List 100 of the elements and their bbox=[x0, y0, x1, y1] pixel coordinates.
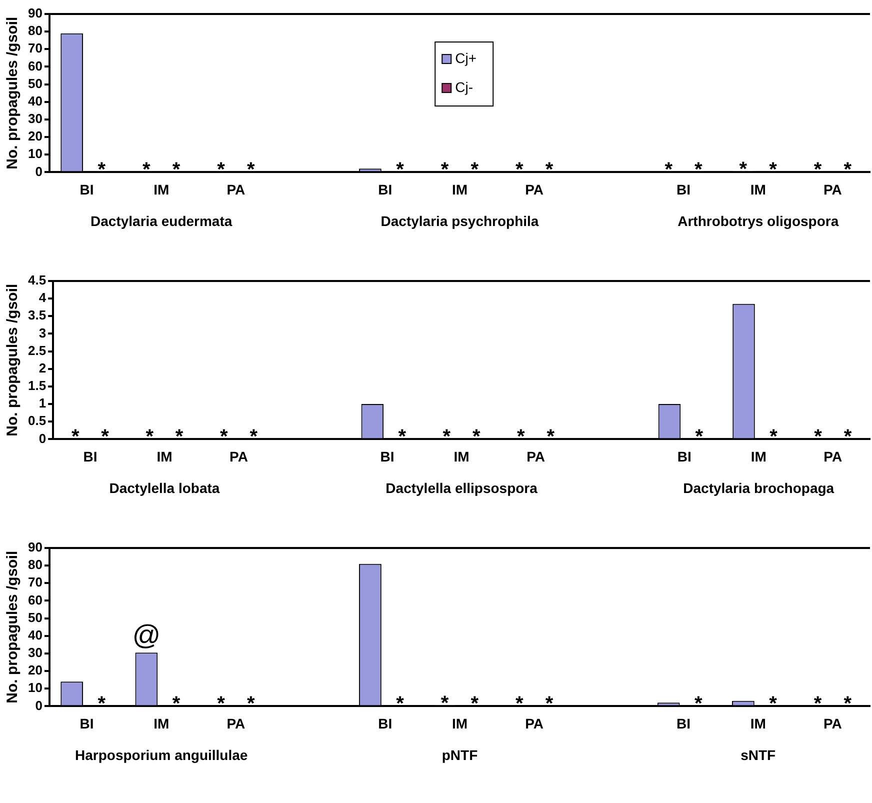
y-tick-label: 40 bbox=[28, 93, 42, 108]
x-tick-label: PA bbox=[823, 181, 842, 198]
y-tick-label: 70 bbox=[28, 574, 42, 590]
y-tick-label: 90 bbox=[28, 6, 42, 21]
text: Dactylella ellipsospora bbox=[386, 480, 538, 496]
y-tick-label: 30 bbox=[28, 645, 42, 660]
x-tick-label: IM bbox=[452, 181, 468, 198]
data-label: * bbox=[396, 159, 404, 182]
x-tick-label: IM bbox=[750, 715, 766, 732]
x-tick-label: PA bbox=[226, 181, 246, 198]
x-tick-label: BI bbox=[677, 448, 692, 464]
data-label: * bbox=[217, 693, 226, 716]
y-tick-label: 30 bbox=[28, 111, 42, 126]
y-axis-title: No. propagules /gsoil bbox=[4, 550, 22, 704]
x-tick-label: BI bbox=[676, 715, 691, 732]
x-tick-label: PA bbox=[230, 448, 248, 464]
data-label: * bbox=[769, 159, 778, 182]
data-label: * bbox=[769, 693, 778, 716]
x-tick-label: IM bbox=[452, 715, 468, 732]
data-label: * bbox=[814, 159, 822, 182]
data-label: * bbox=[844, 426, 852, 448]
y-tick-label: 2 bbox=[38, 360, 46, 376]
y-tick-label: 0.5 bbox=[28, 413, 46, 428]
data-label: * bbox=[814, 426, 822, 448]
data-label: * bbox=[694, 693, 703, 716]
text: Dactylaria eudermata bbox=[90, 213, 232, 230]
legend-label: Cj- bbox=[455, 78, 474, 95]
data-label: * bbox=[440, 159, 449, 182]
y-tick-label: 0 bbox=[35, 698, 42, 713]
data-label: * bbox=[246, 693, 255, 716]
data-label: * bbox=[470, 159, 479, 182]
y-tick-label: 20 bbox=[28, 662, 42, 678]
data-label: * bbox=[516, 159, 524, 182]
data-label: * bbox=[844, 159, 852, 182]
data-label: * bbox=[396, 693, 404, 716]
x-tick-label: IM bbox=[750, 181, 766, 198]
y-tick-label: 80 bbox=[28, 23, 42, 38]
y-axis-title: No. propagules /gsoil bbox=[4, 16, 22, 170]
y-tick-label: 4 bbox=[38, 290, 47, 306]
data-label: * bbox=[814, 693, 822, 716]
text: Dactylella lobata bbox=[109, 480, 220, 496]
data-label: * bbox=[770, 426, 778, 448]
y-tick-label: 0 bbox=[38, 430, 46, 446]
data-label: * bbox=[664, 159, 673, 182]
data-label: * bbox=[71, 426, 80, 448]
data-label: * bbox=[695, 426, 704, 448]
data-label: * bbox=[172, 693, 180, 716]
data-label: * bbox=[694, 159, 703, 182]
y-tick-label: 10 bbox=[28, 680, 42, 696]
data-label: * bbox=[440, 692, 449, 715]
y-tick-label: 70 bbox=[28, 40, 42, 56]
x-tick-label: IM bbox=[156, 448, 172, 464]
data-label: * bbox=[142, 159, 151, 182]
x-tick-label: BI bbox=[80, 181, 94, 198]
x-tick-label: PA bbox=[525, 715, 544, 732]
y-tick-label: 1.5 bbox=[28, 378, 46, 394]
y-tick-label: 3.5 bbox=[28, 308, 46, 323]
data-label: * bbox=[175, 426, 184, 448]
y-tick-label: 50 bbox=[28, 76, 42, 91]
data-label: * bbox=[172, 159, 180, 182]
x-tick-label: PA bbox=[824, 448, 842, 464]
x-tick-label: PA bbox=[226, 715, 246, 732]
y-tick-label: 2.5 bbox=[28, 342, 46, 358]
x-tick-label: IM bbox=[750, 448, 766, 464]
text: Arthrobotrys oligospora bbox=[678, 213, 839, 230]
text: sNTF bbox=[740, 747, 776, 764]
x-tick-label: BI bbox=[380, 448, 394, 464]
x-tick-label: BI bbox=[80, 715, 94, 732]
x-tick-label: PA bbox=[823, 715, 842, 732]
data-label: * bbox=[146, 426, 154, 448]
data-label: * bbox=[545, 159, 554, 182]
legend-label: Cj+ bbox=[455, 50, 477, 66]
text: Dactylaria brochopaga bbox=[683, 480, 834, 496]
data-label: * bbox=[246, 159, 255, 182]
data-label: * bbox=[844, 693, 852, 716]
y-tick-label: 80 bbox=[28, 557, 42, 572]
x-tick-label: BI bbox=[378, 181, 392, 198]
x-tick-label: IM bbox=[454, 448, 470, 464]
data-label: * bbox=[470, 693, 479, 716]
data-label: @ bbox=[132, 620, 161, 651]
data-label: * bbox=[217, 159, 226, 182]
data-label: * bbox=[250, 426, 258, 448]
data-label: * bbox=[398, 426, 406, 448]
x-tick-label: PA bbox=[526, 448, 546, 464]
y-tick-label: 60 bbox=[28, 592, 42, 608]
text: Harposporium anguillulae bbox=[75, 747, 248, 764]
x-tick-label: IM bbox=[154, 181, 170, 198]
data-label: * bbox=[545, 693, 554, 716]
y-tick-label: 3 bbox=[38, 325, 46, 340]
x-tick-label: IM bbox=[154, 715, 170, 732]
data-label: * bbox=[442, 426, 451, 448]
y-tick-label: 60 bbox=[28, 58, 42, 74]
data-label: * bbox=[98, 159, 106, 182]
data-label: * bbox=[101, 426, 110, 448]
x-tick-label: BI bbox=[378, 715, 392, 732]
data-label: * bbox=[517, 426, 526, 448]
y-tick-label: 4.5 bbox=[28, 272, 46, 288]
data-label: * bbox=[739, 158, 748, 181]
y-tick-label: 40 bbox=[28, 627, 42, 642]
y-tick-label: 50 bbox=[28, 610, 42, 625]
